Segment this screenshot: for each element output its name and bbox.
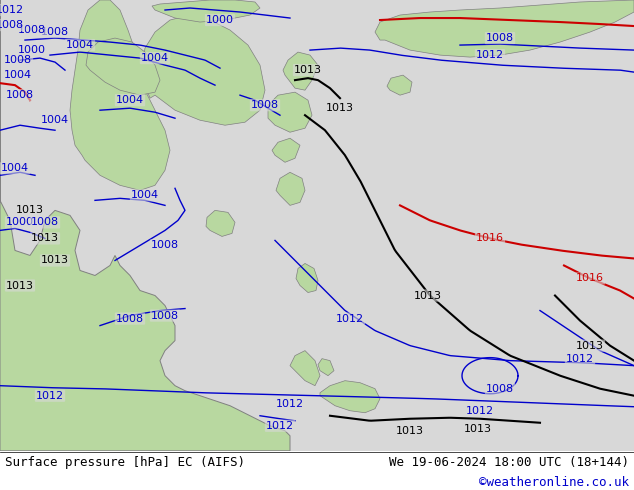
Polygon shape [86,38,160,95]
Polygon shape [296,264,318,293]
Polygon shape [375,0,634,57]
Text: 1016: 1016 [476,233,504,244]
Text: 1004: 1004 [66,40,94,50]
Text: 1004: 1004 [41,115,69,125]
Text: 1012: 1012 [266,421,294,431]
Polygon shape [276,172,305,205]
Text: 1012: 1012 [336,314,364,323]
Text: 1000: 1000 [206,15,234,25]
Text: 1008: 1008 [251,100,279,110]
Text: 1012: 1012 [566,354,594,364]
Text: 1008: 1008 [6,90,34,100]
Text: 1012: 1012 [276,399,304,409]
Text: 1013: 1013 [16,205,44,216]
Text: 1008: 1008 [486,384,514,393]
Text: 1013: 1013 [396,426,424,436]
Text: 1012: 1012 [466,406,494,416]
Text: 1008: 1008 [18,25,46,35]
Text: 1012: 1012 [36,391,64,401]
Text: 1008: 1008 [151,311,179,320]
Text: 1008: 1008 [4,55,32,65]
Polygon shape [290,351,320,386]
Text: 1004: 1004 [131,190,159,200]
Text: 1008: 1008 [0,20,24,30]
Text: 1013: 1013 [464,424,492,434]
Text: 1013: 1013 [294,65,322,75]
Text: 1013: 1013 [31,233,59,244]
Polygon shape [206,210,235,236]
Text: We 19-06-2024 18:00 UTC (18+144): We 19-06-2024 18:00 UTC (18+144) [389,456,629,469]
Text: 1008: 1008 [151,241,179,250]
Polygon shape [0,0,290,451]
Polygon shape [387,75,412,95]
Text: 1008: 1008 [41,27,69,37]
Text: 1008: 1008 [31,218,59,227]
Text: 1013: 1013 [414,291,442,300]
Text: 1008: 1008 [116,314,144,323]
Polygon shape [320,381,380,413]
Text: 1004: 1004 [1,163,29,173]
Text: 1000: 1000 [6,218,34,227]
Text: 1016: 1016 [576,273,604,284]
Text: ©weatheronline.co.uk: ©weatheronline.co.uk [479,476,629,489]
Text: 1013: 1013 [326,103,354,113]
Polygon shape [283,52,318,90]
Polygon shape [70,0,170,190]
Text: 1012: 1012 [0,5,24,15]
Polygon shape [152,0,260,22]
Text: 1012: 1012 [476,50,504,60]
Text: 1008: 1008 [486,33,514,43]
Text: Surface pressure [hPa] EC (AIFS): Surface pressure [hPa] EC (AIFS) [5,456,245,469]
Polygon shape [272,138,300,162]
Text: 1004: 1004 [4,70,32,80]
Text: 1013: 1013 [576,341,604,351]
Polygon shape [318,359,334,376]
Text: 1013: 1013 [41,255,69,266]
Text: 1004: 1004 [141,53,169,63]
Polygon shape [142,15,265,125]
Text: 1004: 1004 [116,95,144,105]
Text: 1013: 1013 [6,280,34,291]
Text: 1000: 1000 [18,45,46,55]
Polygon shape [268,92,312,132]
